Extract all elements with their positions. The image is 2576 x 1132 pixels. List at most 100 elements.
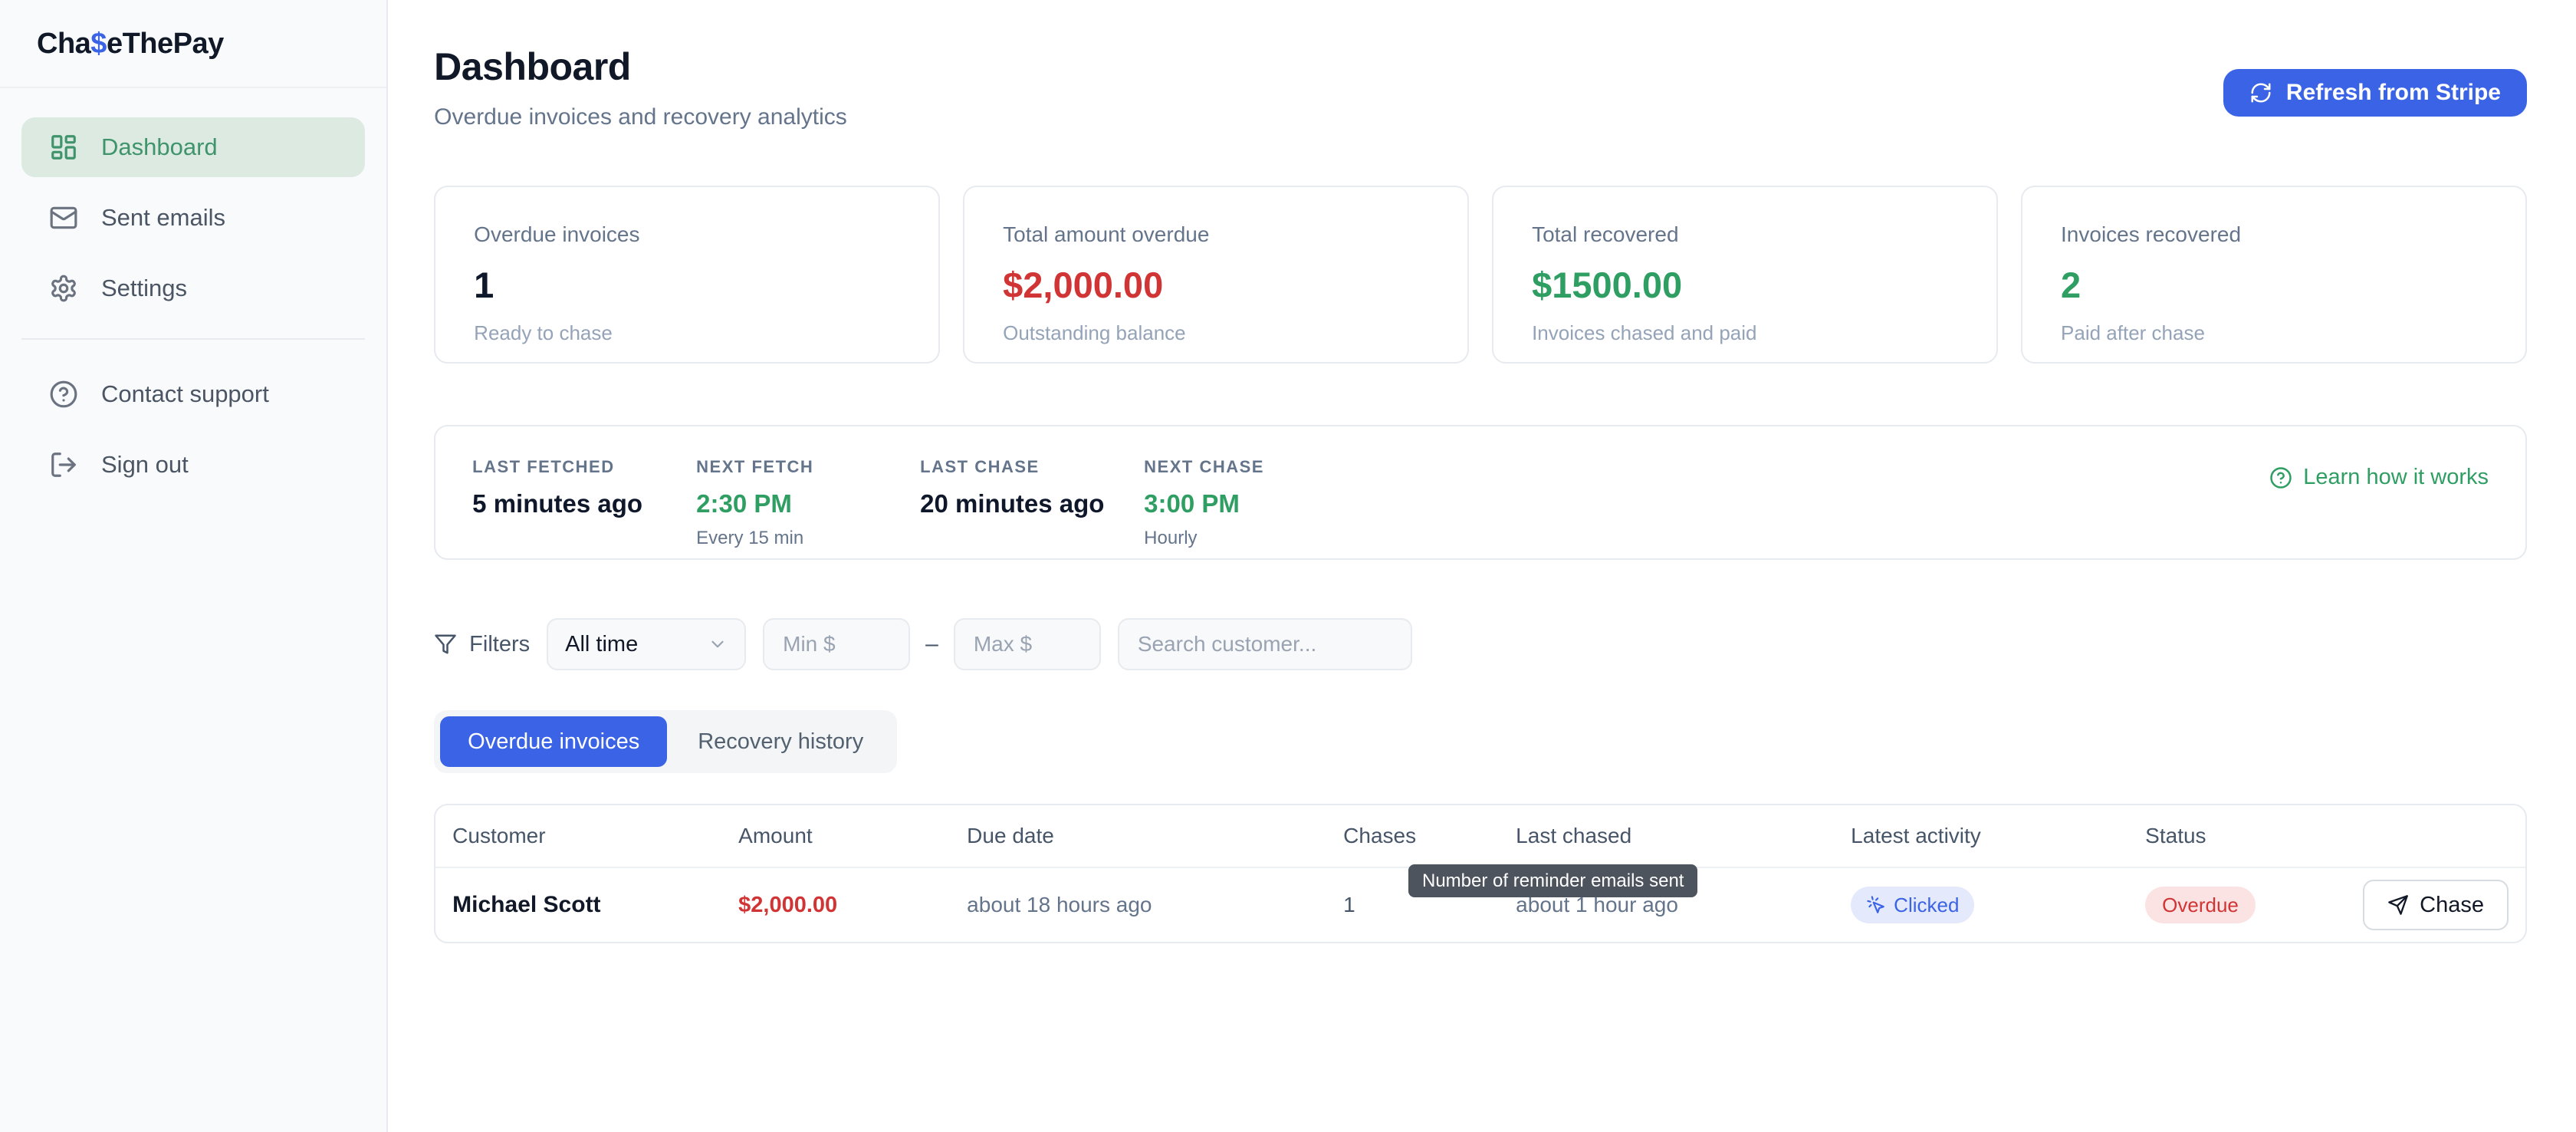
schedule-label: NEXT CHASE [1144,457,1264,476]
schedule-value: 20 minutes ago [920,489,1105,518]
sidebar-divider [21,338,366,340]
mail-icon [50,206,77,229]
sidebar: Cha$eThePay Dashboard Sent emails Settin… [0,0,389,1132]
schedule-label: LAST FETCHED [472,457,615,476]
sidebar-item-dashboard[interactable]: Dashboard [21,117,366,177]
sidebar-item-label: Sent emails [101,204,225,231]
view-tabs: Overdue invoices Recovery history [434,710,898,773]
column-header-status: Status [2145,824,2206,847]
sidebar-item-label: Sign out [101,451,189,478]
sidebar-item-label: Settings [101,275,188,301]
logo-text-post: eThePay [106,28,224,60]
learn-link-label: Learn how it works [2303,465,2489,489]
schedule-value: 2:30 PM [696,489,792,518]
schedule-sublabel: Every 15 min [696,528,804,548]
sidebar-item-settings[interactable]: Settings [21,258,365,318]
cell-customer: Michael Scott [452,892,601,917]
column-header-latest-activity: Latest activity [1851,824,1981,847]
stat-value: 2 [2061,265,2082,305]
stat-value: $2,000.00 [1003,265,1164,305]
cell-amount: $2,000.00 [738,892,838,917]
sidebar-item-label: Contact support [101,380,269,407]
column-header-customer: Customer [452,824,546,847]
search-customer-input[interactable] [1117,618,1412,670]
stat-card-total-amount-overdue: Total amount overdue $2,000.00 Outstandi… [963,186,1470,364]
cell-status: Overdue [2145,887,2363,923]
refresh-icon [2251,83,2271,103]
column-header-amount: Amount [738,824,813,847]
page-title: Dashboard [434,45,631,88]
refresh-button-label: Refresh from Stripe [2285,80,2501,105]
cell-due-date: about 18 hours ago [967,893,1152,916]
tab-overdue-invoices[interactable]: Overdue invoices [440,716,668,767]
page-title-block: Dashboard Overdue invoices and recovery … [434,44,847,130]
stat-card-overdue-invoices: Overdue invoices 1 Ready to chase [434,186,941,364]
gear-icon [51,275,76,302]
time-range-select[interactable]: All time [547,618,747,670]
app-logo: Cha$eThePay [37,28,386,61]
column-header-due-date: Due date [967,824,1054,847]
help-circle-icon [2270,466,2292,489]
chases-tooltip: Number of reminder emails sent [1408,864,1698,897]
stat-card-invoices-recovered: Invoices recovered 2 Paid after chase [2021,186,2527,364]
sidebar-footer-nav: Contact support Sign out [0,364,386,495]
chevron-down-icon [711,640,724,648]
sidebar-item-label: Dashboard [101,133,218,160]
stat-label: Overdue invoices [474,222,640,246]
clicked-badge-label: Clicked [1894,893,1960,916]
clicked-badge: Clicked [1851,887,1975,923]
refresh-from-stripe-button[interactable]: Refresh from Stripe [2223,69,2527,117]
schedule-label: LAST CHASE [920,457,1040,476]
range-separator: – [925,631,938,656]
stats-row: Overdue invoices 1 Ready to chase Total … [434,186,2527,364]
sidebar-item-sign-out[interactable]: Sign out [21,435,365,495]
schedule-col-next-chase: NEXT CHASE 3:00 PM Hourly [1144,457,1368,558]
main-content: Dashboard Overdue invoices and recovery … [388,0,2576,1132]
stat-card-total-recovered: Total recovered $1500.00 Invoices chased… [1492,186,1999,364]
chase-button[interactable]: Chase [2363,880,2509,930]
mouse-pointer-click-icon [1867,896,1885,913]
stat-value: $1500.00 [1532,265,1683,305]
overdue-status-badge: Overdue [2145,887,2256,923]
cell-chases: 1 [1343,893,1355,916]
schedule-label: NEXT FETCH [696,457,814,476]
cell-latest-activity: Clicked [1851,887,2145,923]
schedule-col-next-fetch: NEXT FETCH 2:30 PM Every 15 min [696,457,920,558]
column-header-chases: Chases [1343,824,1417,847]
tab-recovery-history[interactable]: Recovery history [670,716,891,767]
dashboard-icon [51,135,76,160]
chase-button-label: Chase [2420,892,2484,917]
sidebar-item-sent-emails[interactable]: Sent emails [21,188,365,248]
stat-sublabel: Ready to chase [474,321,613,344]
logo-dollar-sign: $ [90,28,107,60]
schedule-bar: LAST FETCHED 5 minutes ago NEXT FETCH 2:… [434,425,2527,560]
schedule-col-last-chase: LAST CHASE 20 minutes ago [920,457,1144,558]
stat-value: 1 [474,265,495,305]
stat-label: Total recovered [1532,222,1679,246]
schedule-col-last-fetched: LAST FETCHED 5 minutes ago [472,457,696,558]
max-amount-input[interactable] [953,618,1101,670]
stat-label: Total amount overdue [1003,222,1210,246]
learn-how-it-works-link[interactable]: Learn how it works [2269,465,2489,490]
min-amount-input[interactable] [763,618,911,670]
schedule-value: 5 minutes ago [472,489,643,518]
filters-label: Filters [434,632,530,657]
page-header: Dashboard Overdue invoices and recovery … [434,44,2527,130]
table-row: Michael Scott $2,000.00 about 18 hours a… [435,868,2525,942]
sidebar-item-contact-support[interactable]: Contact support [21,364,365,424]
schedule-value: 3:00 PM [1144,489,1240,518]
filter-funnel-icon [435,634,456,654]
stat-label: Invoices recovered [2061,222,2242,246]
sign-out-icon [51,452,76,477]
table-header-row: Customer Amount Due date Chases Last cha… [435,805,2525,868]
page-subtitle: Overdue invoices and recovery analytics [434,104,847,130]
brand-header: Cha$eThePay [0,0,387,88]
logo-text-pre: Cha [37,28,91,60]
filters-label-text: Filters [469,631,531,656]
stat-sublabel: Invoices chased and paid [1532,321,1757,344]
send-icon [2388,895,2409,915]
stat-sublabel: Outstanding balance [1003,321,1186,344]
help-circle-icon [50,380,77,408]
sidebar-nav: Dashboard Sent emails Settings [0,88,386,318]
time-range-value: All time [565,631,639,656]
